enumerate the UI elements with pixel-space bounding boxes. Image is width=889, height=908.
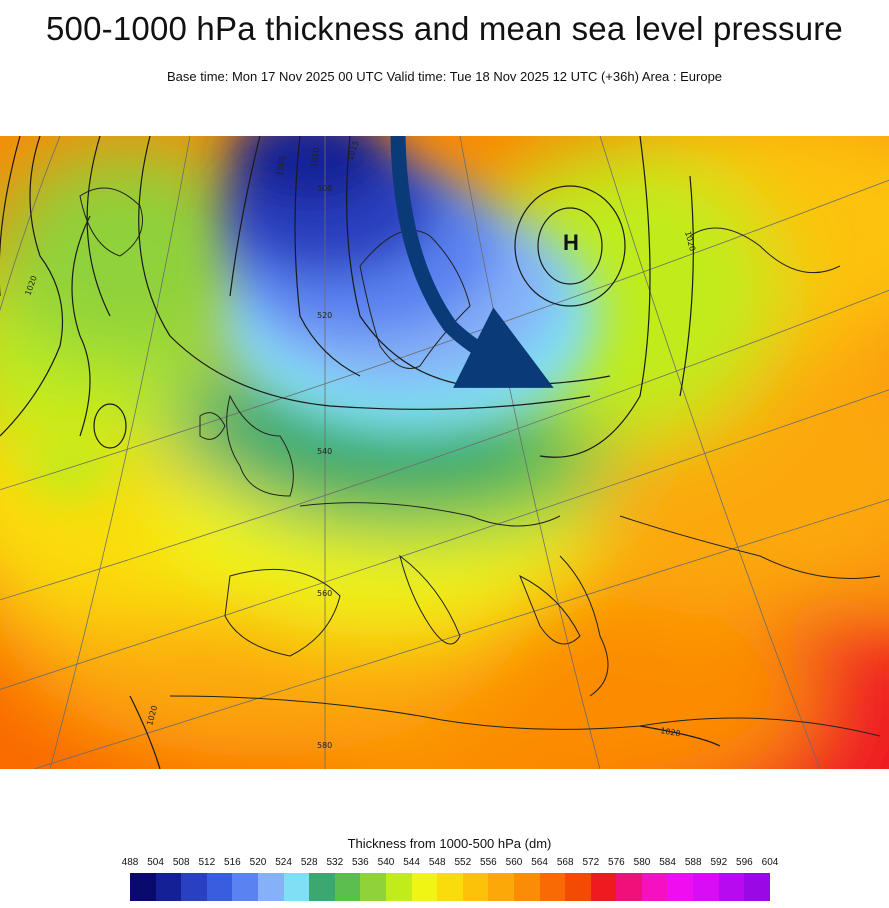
thickness-label: 500 xyxy=(317,184,332,193)
legend-swatch xyxy=(590,873,617,901)
thickness-map-svg: H 1005 1010 1015 1020 1020 1020 1020 500… xyxy=(0,136,889,769)
legend-swatch xyxy=(693,873,719,901)
legend-swatch xyxy=(206,873,233,901)
legend-swatch xyxy=(462,873,489,901)
isobar-label: 1010 xyxy=(309,147,321,169)
weather-map: H 1005 1010 1015 1020 1020 1020 1020 500… xyxy=(0,136,889,769)
legend-tick-label: 512 xyxy=(198,857,216,868)
isobar-label: 1005 xyxy=(275,155,287,177)
legend-swatch xyxy=(565,873,591,901)
legend-swatch xyxy=(130,873,156,901)
legend-swatch xyxy=(513,873,540,901)
legend-tick-label: 508 xyxy=(172,857,190,868)
high-pressure-label: H xyxy=(563,230,579,255)
chart-subtitle: Base time: Mon 17 Nov 2025 00 UTC Valid … xyxy=(166,69,723,84)
legend-swatch xyxy=(641,873,668,901)
legend-tick-label: 560 xyxy=(505,857,523,868)
flow-arrow xyxy=(390,136,554,388)
legend-swatch xyxy=(181,873,207,901)
isobar-label: 1020 xyxy=(660,726,682,738)
coastlines xyxy=(79,187,881,737)
thickness-label: 580 xyxy=(317,741,332,750)
legend-tick-label: 528 xyxy=(300,857,318,868)
legend-tick-label: 596 xyxy=(736,857,753,868)
thickness-label: 540 xyxy=(317,447,332,456)
legend-tick-labels: 488 504 508 512 516 520 524 528 532 536 540 544 548 5… xyxy=(120,857,780,871)
legend-swatch xyxy=(744,873,770,901)
thickness-label: 520 xyxy=(317,311,332,320)
legend-tick-label: 576 xyxy=(608,857,625,868)
legend-tick-label: 588 xyxy=(684,857,702,868)
legend-title: Thickness from 1000-500 hPa (dm) xyxy=(347,836,552,851)
legend-tick-label: 488 xyxy=(121,857,139,868)
legend-swatch xyxy=(334,873,361,901)
legend-swatch xyxy=(488,873,514,901)
legend-colorbar xyxy=(130,873,770,901)
legend-tick-label: 504 xyxy=(147,857,164,868)
legend-swatch xyxy=(232,873,258,901)
legend-swatch xyxy=(385,873,412,901)
legend-tick-label: 516 xyxy=(224,857,241,868)
legend-swatch xyxy=(539,873,566,901)
chart-title: 500-1000 hPa thickness and mean sea leve… xyxy=(46,10,843,47)
legend-swatch xyxy=(667,873,694,901)
legend-tick-label: 580 xyxy=(633,857,651,868)
legend-swatch xyxy=(360,873,386,901)
legend-tick-label: 544 xyxy=(403,857,420,868)
legend-swatch xyxy=(283,873,310,901)
legend-tick-label: 556 xyxy=(480,857,497,868)
legend-tick-label: 520 xyxy=(249,857,267,868)
legend-swatch xyxy=(437,873,463,901)
legend-swatch xyxy=(616,873,642,901)
thickness-label: 560 xyxy=(317,589,332,598)
legend-tick-label: 540 xyxy=(377,857,395,868)
legend-tick-label: 584 xyxy=(659,857,676,868)
legend-tick-label: 524 xyxy=(275,857,292,868)
legend-tick-label: 532 xyxy=(326,857,344,868)
legend-swatch xyxy=(155,873,182,901)
isobars xyxy=(0,136,721,769)
legend-tick-label: 536 xyxy=(352,857,369,868)
legend-swatch xyxy=(718,873,745,901)
legend-tick-label: 564 xyxy=(531,857,548,868)
legend-tick-label: 592 xyxy=(710,857,728,868)
legend-tick-label: 604 xyxy=(761,857,779,868)
legend-tick-label: 552 xyxy=(454,857,472,868)
legend-tick-label: 548 xyxy=(428,857,446,868)
legend-swatch xyxy=(257,873,284,901)
legend-swatch xyxy=(411,873,438,901)
legend-swatch xyxy=(309,873,335,901)
legend-tick-label: 568 xyxy=(556,857,574,868)
legend-tick-label: 572 xyxy=(582,857,600,868)
